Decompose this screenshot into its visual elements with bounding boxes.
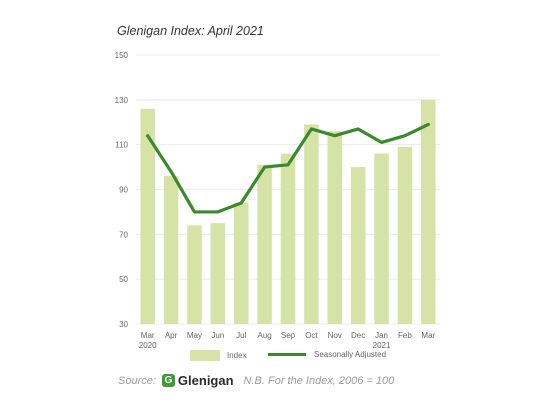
legend: Index Seasonally Adjusted	[0, 350, 560, 366]
index-bar	[421, 99, 436, 324]
index-bar	[187, 225, 202, 324]
index-bar	[350, 167, 366, 324]
x-tick-label: Feb	[398, 331, 412, 340]
y-tick-label: 50	[119, 275, 128, 284]
index-bar	[210, 223, 226, 324]
y-tick-label: 150	[115, 51, 129, 60]
index-bar	[233, 202, 249, 324]
y-tick-label: 30	[119, 320, 128, 329]
x-tick-label: Sep	[281, 331, 296, 340]
x-tick-label: Apr	[165, 331, 178, 340]
seasonally-adjusted-line	[146, 122, 430, 214]
chart-title: Glenigan Index: April 2021	[117, 24, 264, 38]
index-bar	[140, 108, 155, 324]
index-bar	[280, 153, 296, 324]
y-axis-ticks: 30 50 70 90 110 130 150	[115, 51, 129, 329]
legend-item-index: Index	[190, 350, 247, 361]
x-tick-label: Oct	[305, 331, 318, 340]
x-tick-label: Nov	[328, 331, 342, 340]
glenigan-logo-icon: G	[161, 374, 175, 387]
seasonally-adjusted-line-group	[146, 122, 430, 214]
y-tick-label: 130	[115, 96, 129, 105]
glenigan-logo-text: Glenigan	[177, 373, 234, 388]
legend-label-seasonally-adjusted: Seasonally Adjusted	[314, 350, 387, 359]
index-bar	[374, 153, 389, 324]
legend-swatch-index	[190, 350, 220, 361]
legend-label-index: Index	[227, 351, 247, 360]
x-tick-label: Jun	[211, 331, 224, 340]
index-bar	[257, 164, 272, 324]
index-bar	[304, 124, 319, 324]
legend-item-seasonally-adjusted: Seasonally Adjusted	[268, 350, 386, 359]
x-tick-label: Aug	[257, 331, 271, 340]
index-bar	[163, 176, 179, 324]
y-tick-label: 110	[115, 141, 128, 150]
x-tick-label: May	[187, 331, 202, 340]
legend-swatch-seasonally-adjusted	[268, 353, 306, 356]
x-tick-label: Mar	[421, 331, 435, 340]
source-note: N.B. For the Index, 2006 = 100	[243, 374, 395, 387]
x-tick-label: Jul	[236, 331, 246, 340]
index-bars	[140, 99, 436, 324]
y-tick-label: 70	[119, 230, 128, 239]
source-label: Source:	[118, 374, 156, 387]
index-bar	[327, 131, 343, 324]
x-tick-label: Jan	[375, 331, 388, 340]
source-footer: Source: G Glenigan N.B. For the Index, 2…	[118, 373, 394, 388]
glenigan-logo: G Glenigan	[161, 373, 234, 388]
index-bar	[397, 146, 413, 324]
x-tick-year-label: 2021	[373, 341, 391, 350]
x-tick-label: Dec	[351, 331, 365, 340]
y-tick-label: 90	[119, 186, 128, 195]
x-tick-label: Mar	[141, 331, 155, 340]
x-tick-year-label: 2020	[139, 341, 157, 350]
